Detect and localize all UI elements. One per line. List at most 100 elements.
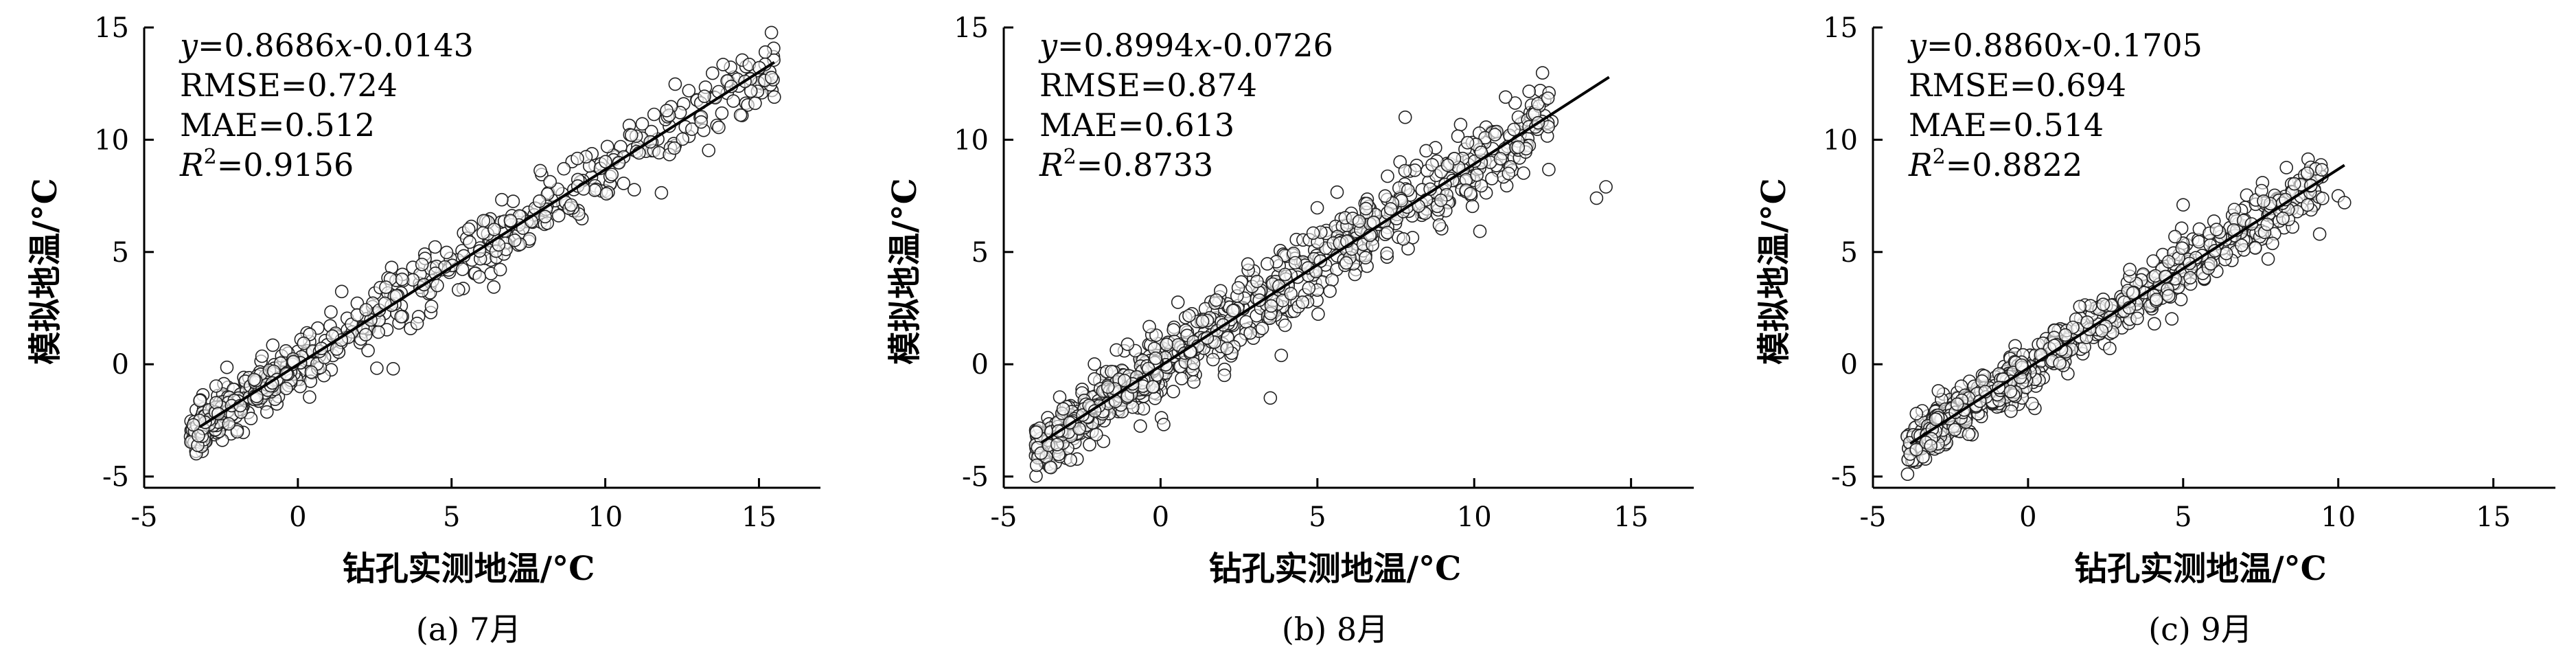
data-point: [1044, 460, 1058, 475]
x-tick-label: 10: [588, 501, 623, 533]
data-point: [600, 139, 614, 154]
data-point: [2073, 300, 2087, 314]
data-point: [557, 161, 571, 176]
data-point: [1419, 144, 1433, 158]
data-point: [487, 280, 501, 294]
data-point: [2003, 384, 2018, 398]
y-tick-label: 0: [1841, 349, 1858, 381]
data-point: [682, 84, 696, 98]
data-point: [1381, 225, 1394, 240]
data-point: [1381, 169, 1394, 183]
data-point: [1166, 385, 1180, 398]
x-tick-label: 5: [2174, 501, 2192, 533]
data-point: [716, 58, 730, 71]
data-point: [209, 379, 223, 393]
data-point: [2146, 254, 2160, 268]
regression-line: [198, 61, 775, 429]
data-point: [2103, 341, 2117, 356]
data-point: [193, 394, 207, 408]
data-point: [1929, 412, 1943, 427]
data-point: [359, 303, 373, 317]
x-tick-label: 0: [289, 501, 306, 533]
data-point: [2095, 324, 2109, 338]
data-point: [1311, 307, 1325, 322]
regression-line: [1040, 76, 1610, 444]
data-point: [647, 107, 661, 122]
data-point: [2219, 247, 2233, 260]
rmse-text: RMSE=0.694: [1909, 67, 2126, 104]
data-point: [627, 183, 641, 197]
data-point: [1396, 232, 1410, 246]
data-point: [1231, 281, 1245, 295]
data-point: [371, 325, 386, 339]
data-point: [1175, 372, 1188, 385]
data-point: [487, 223, 501, 236]
data-point: [1220, 341, 1234, 355]
eq-x-var: x: [335, 27, 353, 64]
data-point: [1109, 343, 1123, 357]
data-point: [1182, 308, 1196, 323]
data-point: [2235, 238, 2249, 253]
y-tick-label: 0: [112, 349, 129, 381]
data-point: [260, 405, 274, 419]
data-point: [1072, 422, 1086, 436]
data-point: [439, 245, 454, 260]
data-point: [1195, 314, 1210, 328]
data-point: [2315, 163, 2329, 177]
data-point: [303, 390, 317, 404]
r-squared-text: R2=0.9156: [179, 145, 354, 183]
data-point: [2266, 236, 2279, 251]
data-point: [463, 235, 476, 249]
mae-text: MAE=0.512: [180, 106, 375, 144]
y-tick-label: -5: [1831, 462, 1858, 493]
data-point: [1239, 315, 1253, 329]
panel-caption: (c) 9月: [2148, 611, 2253, 648]
data-point: [543, 174, 557, 189]
data-point: [2058, 328, 2072, 342]
data-point: [1306, 226, 1320, 240]
data-point: [1432, 218, 1447, 232]
regression-line: [1909, 164, 2345, 445]
data-point: [617, 177, 631, 190]
y-tick-label: 5: [971, 237, 989, 269]
data-point: [1325, 273, 1339, 287]
y-tick-label: 5: [1841, 237, 1858, 269]
data-point: [2161, 289, 2176, 303]
data-point: [1160, 337, 1173, 352]
data-point: [1488, 128, 1502, 142]
data-point: [748, 96, 762, 111]
data-point: [676, 132, 690, 146]
x-tick-label: -5: [991, 501, 1017, 533]
data-point: [2176, 198, 2190, 212]
data-point: [1359, 251, 1372, 264]
data-point: [1589, 191, 1604, 205]
data-point: [1485, 172, 1499, 185]
data-point: [1383, 202, 1398, 216]
data-point: [1948, 422, 1962, 437]
data-point: [758, 45, 772, 59]
data-point: [1401, 183, 1415, 197]
data-point: [186, 418, 200, 432]
data-point: [1288, 256, 1302, 270]
data-point: [451, 283, 465, 297]
data-point: [1255, 322, 1269, 335]
data-point: [1950, 397, 1964, 412]
r2-superscript: 2: [1063, 145, 1077, 169]
data-point: [1142, 319, 1156, 334]
data-point: [1063, 453, 1077, 467]
data-point: [472, 270, 487, 284]
data-point: [1380, 246, 1394, 260]
eq-intercept: -0.1705: [2081, 27, 2203, 64]
data-point: [1470, 168, 1484, 182]
eq-intercept: -0.0143: [352, 27, 474, 64]
data-point: [715, 106, 729, 120]
data-point: [1186, 357, 1201, 371]
data-point: [1134, 419, 1147, 433]
data-point: [255, 349, 269, 363]
y-tick-label: 10: [1823, 124, 1858, 156]
data-point: [1053, 390, 1067, 404]
r2-value: =0.9156: [217, 146, 354, 183]
data-point: [1250, 274, 1264, 289]
